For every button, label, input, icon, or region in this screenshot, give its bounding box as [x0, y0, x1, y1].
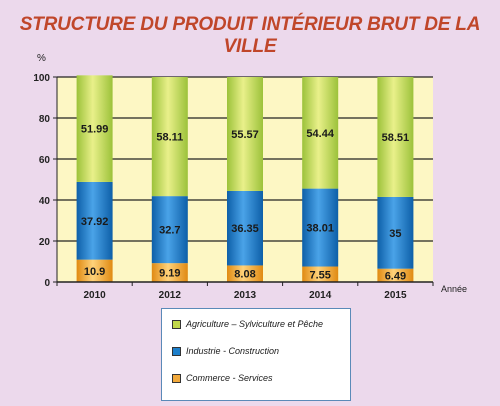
data-label: 54.44 — [306, 128, 334, 140]
x-axis-label: Année — [441, 284, 467, 294]
y-tick-label: 20 — [39, 237, 51, 248]
bar-segment — [227, 190, 263, 266]
x-tick-label: 2010 — [83, 290, 106, 301]
data-label: 9.19 — [159, 268, 180, 280]
bar-segment — [227, 265, 263, 282]
bar-segment — [302, 77, 339, 189]
bar-segment — [377, 77, 414, 197]
y-tick-label: 80 — [39, 114, 51, 125]
bar-segment — [302, 188, 339, 267]
data-label: 58.11 — [156, 132, 183, 144]
x-tick-label: 2013 — [234, 290, 257, 301]
data-label: 51.99 — [81, 124, 109, 136]
legend-item: Industrie - Construction — [172, 344, 279, 358]
y-axis-label: % — [37, 53, 46, 64]
bar-segment — [377, 196, 414, 269]
bar-segment — [76, 181, 113, 260]
legend-label: Agriculture – Sylviculture et Pêche — [186, 319, 324, 329]
data-label: 55.57 — [231, 129, 259, 141]
y-tick-label: 0 — [44, 278, 50, 289]
legend-label: Commerce - Services — [186, 373, 273, 383]
legend-item: Agriculture – Sylviculture et Pêche — [172, 317, 323, 331]
chart-title: STRUCTURE DU PRODUIT INTÉRIEUR BRUT DE L… — [19, 14, 481, 57]
data-label: 6.49 — [385, 270, 406, 282]
data-label: 58.51 — [382, 132, 410, 144]
y-tick-label: 60 — [39, 155, 51, 166]
bar-segment — [227, 77, 263, 191]
x-tick-label: 2012 — [159, 290, 182, 301]
data-label: 32.7 — [159, 225, 180, 237]
x-tick-label: 2015 — [384, 290, 407, 301]
data-label: 37.92 — [81, 216, 109, 228]
data-label: 7.55 — [309, 269, 330, 281]
data-label: 38.01 — [306, 223, 334, 235]
bar-segment — [76, 75, 113, 182]
data-label: 8.08 — [234, 269, 255, 281]
data-label: 35 — [389, 228, 401, 240]
bar-segment — [151, 77, 188, 197]
legend-swatch — [172, 346, 181, 356]
y-tick-label: 100 — [33, 73, 50, 84]
data-label: 36.35 — [231, 223, 259, 235]
legend-swatch — [172, 319, 181, 329]
bar-segment — [302, 266, 339, 282]
bar-segment — [76, 259, 113, 282]
legend-swatch — [172, 373, 181, 383]
bar-segment — [377, 268, 414, 282]
legend-item: Commerce - Services — [172, 371, 273, 385]
x-tick-label: 2014 — [309, 290, 332, 301]
data-label: 10.9 — [84, 266, 105, 278]
bar-segment — [151, 263, 188, 282]
y-tick-label: 40 — [39, 196, 51, 207]
legend-label: Industrie - Construction — [186, 346, 280, 356]
bar-segment — [151, 196, 188, 264]
legend: Agriculture – Sylviculture et Pêche Indus… — [161, 308, 351, 401]
